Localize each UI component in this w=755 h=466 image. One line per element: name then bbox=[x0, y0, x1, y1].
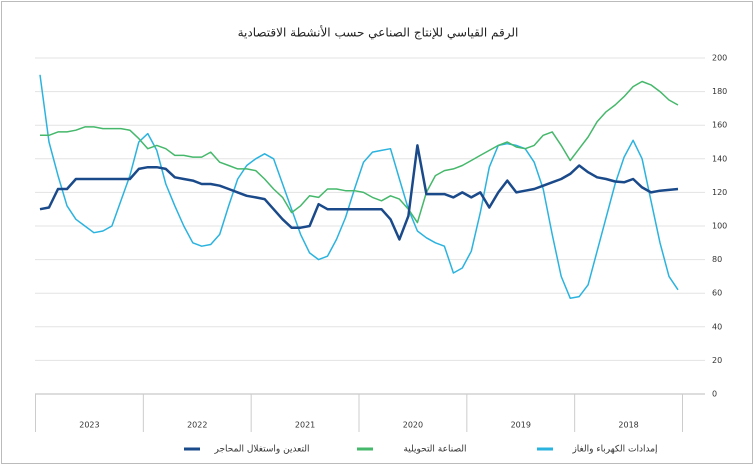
y-tick-label: 200 bbox=[712, 54, 727, 63]
year-label: 2023 bbox=[79, 421, 99, 430]
chart-title: الرقم القياسي للإنتاج الصناعي حسب الأنشط… bbox=[238, 25, 519, 41]
y-tick-label: 100 bbox=[712, 222, 727, 231]
year-label: 2018 bbox=[618, 421, 638, 430]
year-label: 2019 bbox=[511, 421, 531, 430]
y-tick-label: 20 bbox=[712, 356, 722, 365]
y-tick-label: 0 bbox=[712, 390, 717, 399]
y-tick-label: 180 bbox=[712, 87, 727, 96]
y-tick-label: 60 bbox=[712, 289, 722, 298]
y-tick-label: 160 bbox=[712, 121, 727, 130]
y-tick-label: 80 bbox=[712, 255, 722, 264]
legend-label: إمدادات الكهرباء والغاز bbox=[571, 445, 657, 455]
series-line bbox=[39, 74, 679, 299]
year-label: 2021 bbox=[295, 421, 315, 430]
y-tick-label: 140 bbox=[712, 154, 727, 163]
series-line bbox=[39, 144, 679, 241]
year-label: 2022 bbox=[187, 421, 207, 430]
legend-label: التعدين واستغلال المحاجر bbox=[214, 445, 310, 455]
y-tick-label: 40 bbox=[712, 322, 722, 331]
y-tick-label: 120 bbox=[712, 188, 727, 197]
series-line bbox=[40, 80, 679, 224]
legend-label: الصناعة التحويلية bbox=[403, 445, 466, 455]
year-label: 2020 bbox=[403, 421, 423, 430]
